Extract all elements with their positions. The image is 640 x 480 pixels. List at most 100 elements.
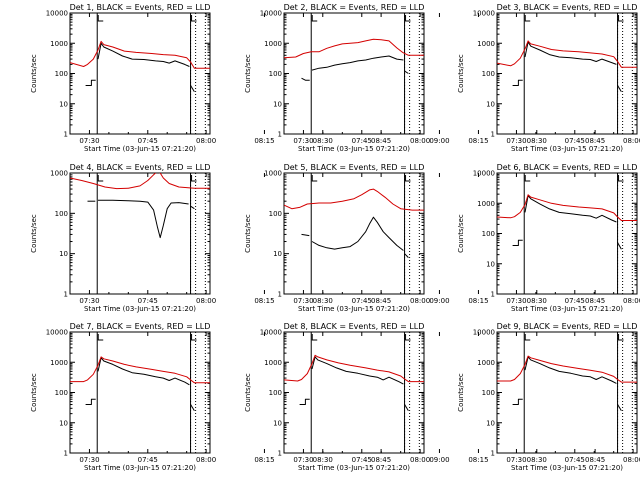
x-tick-label: 07:30	[79, 456, 99, 464]
y-tick-label: 10000	[46, 10, 68, 18]
y-tick-label: 1	[278, 291, 282, 299]
events-line-seg1	[97, 42, 190, 67]
x-tick-label: 08:15	[254, 297, 274, 305]
x-tick-label: 07:45	[352, 297, 372, 305]
plot-frame	[69, 172, 211, 295]
lld-line-seg0	[497, 355, 637, 383]
x-tick-label: 08:30	[527, 297, 547, 305]
x-tick-label: 08:30	[313, 137, 333, 145]
y-tick-label: 10	[273, 419, 282, 427]
events-line-seg0	[512, 398, 523, 405]
plot-area	[497, 332, 637, 453]
y-axis-label: Counts/sec	[244, 214, 252, 253]
events-line-seg2	[617, 85, 622, 92]
events-line-seg2	[617, 404, 622, 411]
events-line-seg1	[311, 356, 404, 385]
events-line-seg2	[404, 70, 409, 74]
detector-panel-5: Det 5, BLACK = Events, RED = LLD Start Ti…	[244, 163, 605, 313]
marker-bracket	[405, 175, 411, 182]
marker-bracket	[524, 15, 531, 22]
events-line-seg2	[404, 253, 409, 258]
x-tick-label: 08:30	[527, 137, 547, 145]
panel-title: Det 6, BLACK = Events, RED = LLD	[497, 163, 638, 172]
lld-line-seg0	[284, 188, 424, 211]
y-tick-label: 100	[482, 230, 495, 238]
events-line-seg0	[299, 398, 310, 405]
y-tick-label: 10	[273, 100, 282, 108]
y-tick-label: 1	[64, 450, 68, 458]
x-tick-label: 07:45	[352, 456, 372, 464]
x-tick-label: 08:30	[527, 456, 547, 464]
y-tick-label: 100	[269, 210, 282, 218]
plot-area	[70, 13, 210, 134]
marker-bracket	[97, 334, 104, 341]
x-axis-label: Start Time (03-Jun-15 07:21:20)	[298, 145, 410, 153]
x-axis-label: Start Time (03-Jun-15 07:21:20)	[298, 305, 410, 313]
x-axis-label: Start Time (03-Jun-15 07:21:20)	[84, 145, 196, 153]
events-line-seg0	[512, 239, 523, 246]
y-tick-label: 1000	[477, 359, 495, 367]
y-tick-label: 10	[273, 250, 282, 258]
y-tick-label: 10	[486, 260, 495, 268]
panel-title: Det 8, BLACK = Events, RED = LLD	[284, 322, 425, 331]
detector-panel-7: Det 7, BLACK = Events, RED = LLD Start Ti…	[30, 322, 450, 472]
lld-line-seg0	[70, 40, 210, 69]
x-tick-label: 07:30	[293, 297, 313, 305]
y-axis-label: Counts/sec	[30, 373, 38, 412]
y-tick-label: 1000	[264, 359, 282, 367]
y-tick-label: 10000	[46, 329, 68, 337]
plot-frame	[283, 172, 425, 295]
marker-bracket	[191, 15, 197, 22]
y-tick-label: 10000	[260, 10, 282, 18]
x-axis-label: Start Time (03-Jun-15 07:21:20)	[511, 145, 623, 153]
plot-area	[497, 173, 637, 294]
marker-bracket	[97, 15, 104, 22]
lld-line-seg0	[497, 40, 637, 68]
y-tick-label: 10	[59, 100, 68, 108]
y-axis-label: Counts/sec	[457, 373, 465, 412]
x-tick-label: 07:45	[138, 456, 158, 464]
x-tick-label: 08:15	[254, 137, 274, 145]
marker-bracket	[524, 334, 531, 341]
y-tick-label: 10	[59, 419, 68, 427]
lld-line-seg0	[284, 354, 424, 383]
x-tick-label: 07:45	[565, 137, 585, 145]
detector-panel-3: Det 3, BLACK = Events, RED = LLD Start Ti…	[457, 3, 640, 153]
events-line-seg2	[190, 85, 195, 92]
panel-title: Det 5, BLACK = Events, RED = LLD	[284, 163, 425, 172]
x-tick-label: 08:45	[371, 297, 391, 305]
y-tick-label: 1000	[264, 40, 282, 48]
marker-bracket	[97, 175, 104, 182]
y-tick-label: 100	[55, 70, 68, 78]
y-tick-label: 1	[64, 131, 68, 139]
x-tick-label: 08:30	[313, 456, 333, 464]
detector-panel-6: Det 6, BLACK = Events, RED = LLD Start Ti…	[457, 163, 640, 313]
x-tick-label: 07:45	[565, 297, 585, 305]
x-tick-label: 08:30	[313, 297, 333, 305]
y-tick-label: 10000	[473, 10, 495, 18]
plot-frame	[496, 12, 638, 135]
panel-title: Det 3, BLACK = Events, RED = LLD	[497, 3, 638, 12]
detector-panel-8: Det 8, BLACK = Events, RED = LLD Start Ti…	[244, 322, 605, 472]
x-tick-label: 08:45	[371, 456, 391, 464]
x-axis-label: Start Time (03-Jun-15 07:21:20)	[511, 305, 623, 313]
y-tick-label: 10	[486, 419, 495, 427]
plot-area	[284, 13, 424, 134]
plot-frame	[496, 331, 638, 454]
y-tick-label: 1	[491, 450, 495, 458]
y-axis-label: Counts/sec	[30, 214, 38, 253]
x-tick-label: 09:00	[429, 297, 449, 305]
x-tick-label: 08:00	[196, 137, 216, 145]
marker-bracket	[405, 334, 411, 341]
x-tick-label: 07:30	[293, 137, 313, 145]
plot-frame	[69, 12, 211, 135]
x-tick-label: 07:30	[79, 137, 99, 145]
y-tick-label: 100	[482, 389, 495, 397]
y-tick-label: 1000	[50, 40, 68, 48]
plot-area	[70, 332, 210, 453]
y-tick-label: 10	[59, 250, 68, 258]
x-tick-label: 08:00	[196, 297, 216, 305]
marker-bracket	[191, 334, 197, 341]
y-tick-label: 1000	[264, 170, 282, 178]
marker-bracket	[618, 334, 624, 341]
